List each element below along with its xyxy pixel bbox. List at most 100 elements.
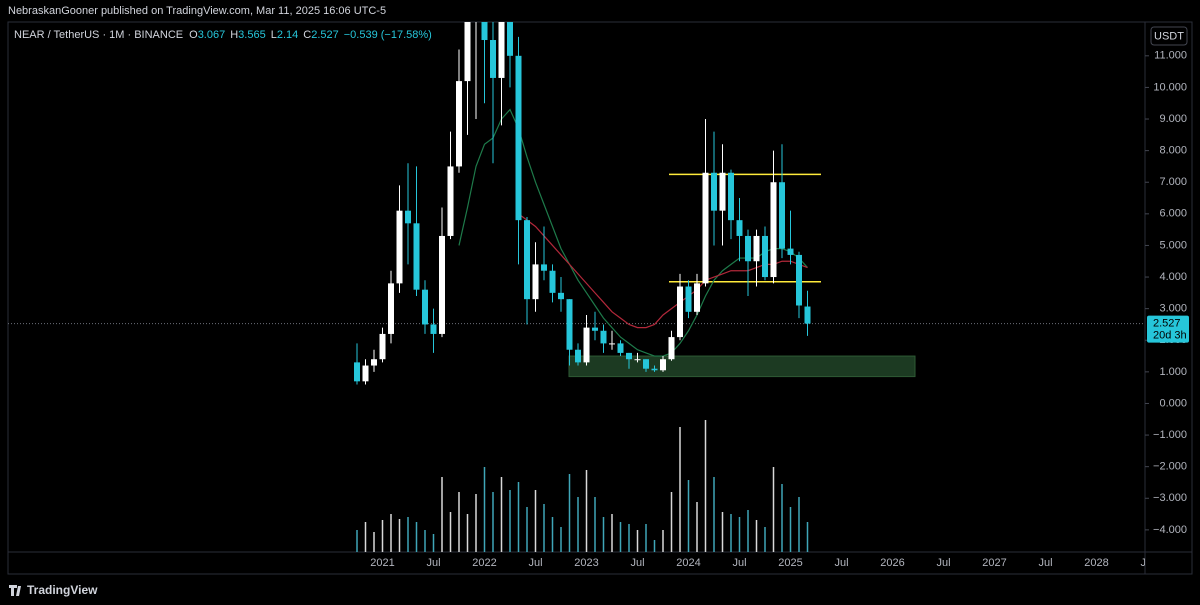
candle-body [728,172,734,221]
candle-body [481,22,488,41]
candle-body [668,337,675,360]
volume-bar [356,530,358,552]
candle-body [643,359,649,369]
volume-bar [704,420,707,552]
x-tick-label: Jul [1038,557,1052,569]
y-tick-label: −1.000 [1153,429,1187,441]
candle-body [753,235,760,262]
y-tick-label: −4.000 [1153,524,1187,536]
ohlc-value: 3.067 [198,29,226,41]
moving-average [518,213,808,329]
currency-button[interactable] [1150,26,1188,46]
ohlc-prefix: H [230,29,238,41]
volume-bar [772,467,775,552]
volume-bar [441,477,443,552]
logo [9,585,21,596]
volume-bar [645,524,647,552]
candle-body [600,330,607,344]
candle-body [609,343,615,345]
candle-body [396,210,403,284]
ohlc-prefix: L [271,29,277,41]
x-tick-label: Jul [936,557,950,569]
candle-body [745,235,751,262]
volume-bar [764,527,766,552]
candle-body [685,286,692,312]
volume-bar [407,517,409,552]
time-axis: 2021 Jul 2022 Jul 2023 Jul 2024 Jul 2025 Jul 2026 J… [370,557,1145,569]
price-tag [1147,315,1189,343]
ohlc-prefix: O [189,29,198,41]
y-tick-label: 9.000 [1159,113,1187,125]
candle-body [515,55,522,221]
currency[interactable]: USDT [1154,30,1184,42]
volume-bar [432,534,435,552]
change: −0.539 (−17.58%) [344,29,432,41]
y-tick-label: 3.000 [1159,303,1187,315]
ohlc-value: 2.527 [311,29,339,41]
candle-body [507,22,513,56]
footer-bar [0,577,1200,605]
volume-bar [526,507,528,552]
legend: NEAR / TetherUS · 1M · BINANCE O 3.067 H 3.… [14,29,432,41]
volume-bar [679,427,681,552]
y-tick-label: 5.000 [1159,239,1187,251]
volume-bar [721,512,724,552]
volume-bar [738,517,741,552]
candle-body [702,172,709,284]
candle-body [575,349,581,363]
volume-bar [543,504,545,552]
ohlc-value: 3.565 [238,29,266,41]
volume-bar [458,492,460,552]
candle-body [719,172,726,211]
volume-bar [466,514,469,552]
volume-bar [449,512,452,552]
price-axis: 11.000 10.000 9.000 8.000 7.000 6.000 5.000 4.0… [1145,50,1189,536]
x-tick-label: Jul [426,557,440,569]
candle-body [371,359,377,366]
y-tick-label: −3.000 [1153,492,1187,504]
volume-bar [628,524,630,552]
y-tick-label: −2.000 [1153,461,1187,473]
x-tick-label: 2028 [1084,557,1108,569]
x-tick-label: 2025 [778,557,802,569]
volume-bar [398,519,401,552]
symbol: NEAR / TetherUS · 1M · BINANCE [14,29,183,41]
ohlc-prefix: C [303,29,311,41]
candle-body [677,286,683,338]
y-tick-label: 11.000 [1154,50,1187,62]
volume-bar [500,477,503,552]
candle-body [694,283,700,312]
candle-body [439,235,445,334]
candle-body [413,223,420,290]
support-zone [568,355,916,378]
volume-bar [602,517,605,552]
footer-brand: TradingView [27,583,98,597]
plot [8,22,1145,552]
y-tick-label: 6.000 [1159,208,1187,220]
candle-body [405,210,411,224]
candle-body [651,368,658,371]
candle-body [804,306,811,324]
volume-bar [492,492,494,552]
volume-bar [390,514,392,552]
candle-body [583,327,590,363]
x-tick-label: Jul [834,557,848,569]
volume-bar [483,467,486,552]
volume-bar [636,530,639,552]
candle-body [736,220,743,236]
publisher: NebraskanGooner published on TradingView… [8,5,386,17]
ohlc-value: 2.14 [277,29,298,41]
countdown: 20d 3h [1153,330,1187,342]
volume-bar [662,530,664,552]
volume-bar [670,492,673,552]
volume-bar [687,480,690,552]
volume-bar [577,497,579,552]
volume-bar [594,497,596,552]
volume-bar [806,522,809,552]
candle-body [379,333,386,360]
volume-bar [619,522,622,552]
volume-bar [713,477,715,552]
volume-bar [475,494,477,552]
